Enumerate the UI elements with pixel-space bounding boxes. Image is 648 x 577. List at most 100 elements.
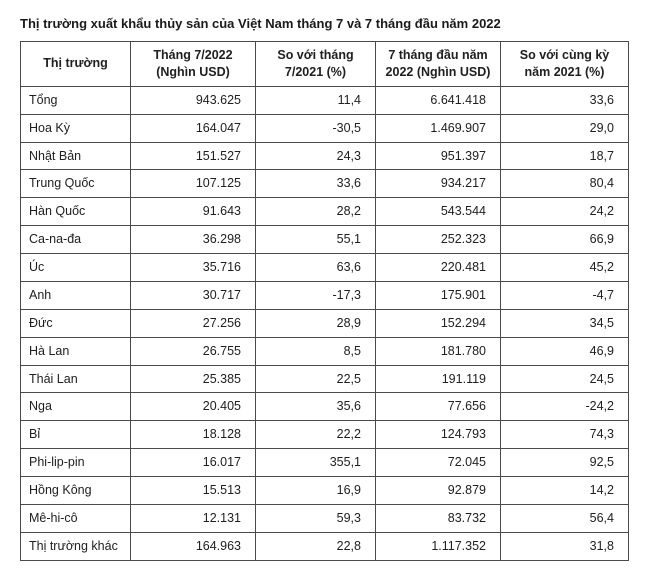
cell-jul-usd: 27.256 (131, 309, 256, 337)
cell-jul-usd: 15.513 (131, 477, 256, 505)
cell-ytd-usd: 1.117.352 (376, 532, 501, 560)
cell-jul-pct: 355,1 (256, 449, 376, 477)
cell-ytd-pct: 24,5 (501, 365, 629, 393)
cell-jul-pct: 35,6 (256, 393, 376, 421)
cell-ytd-pct: 46,9 (501, 337, 629, 365)
cell-jul-pct: -17,3 (256, 281, 376, 309)
table-row: Thái Lan25.38522,5191.11924,5 (21, 365, 629, 393)
cell-ytd-pct: 74,3 (501, 421, 629, 449)
cell-jul-usd: 36.298 (131, 226, 256, 254)
cell-jul-pct: 63,6 (256, 254, 376, 282)
cell-ytd-usd: 6.641.418 (376, 86, 501, 114)
cell-market: Hoa Kỳ (21, 114, 131, 142)
cell-ytd-usd: 83.732 (376, 504, 501, 532)
cell-jul-pct: 22,5 (256, 365, 376, 393)
cell-jul-pct: 59,3 (256, 504, 376, 532)
cell-market: Thị trường khác (21, 532, 131, 560)
cell-ytd-usd: 191.119 (376, 365, 501, 393)
cell-jul-usd: 164.047 (131, 114, 256, 142)
cell-jul-usd: 91.643 (131, 198, 256, 226)
col-ytd-pct: So với cùng kỳ năm 2021 (%) (501, 42, 629, 87)
cell-ytd-usd: 77.656 (376, 393, 501, 421)
col-market: Thị trường (21, 42, 131, 87)
cell-ytd-usd: 220.481 (376, 254, 501, 282)
table-row: Nga20.40535,677.656-24,2 (21, 393, 629, 421)
cell-market: Ca-na-đa (21, 226, 131, 254)
cell-market: Phi-lip-pin (21, 449, 131, 477)
cell-market: Hồng Kông (21, 477, 131, 505)
cell-jul-usd: 151.527 (131, 142, 256, 170)
cell-jul-usd: 26.755 (131, 337, 256, 365)
table-row: Phi-lip-pin16.017355,172.04592,5 (21, 449, 629, 477)
cell-ytd-pct: 66,9 (501, 226, 629, 254)
cell-jul-pct: 55,1 (256, 226, 376, 254)
cell-market: Úc (21, 254, 131, 282)
cell-jul-pct: 8,5 (256, 337, 376, 365)
cell-ytd-pct: 34,5 (501, 309, 629, 337)
table-row: Đức27.25628,9152.29434,5 (21, 309, 629, 337)
table-row: Thị trường khác164.96322,81.117.35231,8 (21, 532, 629, 560)
cell-jul-usd: 943.625 (131, 86, 256, 114)
col-jul-pct: So với tháng 7/2021 (%) (256, 42, 376, 87)
export-table: Thị trường Tháng 7/2022 (Nghìn USD) So v… (20, 41, 629, 561)
cell-ytd-usd: 92.879 (376, 477, 501, 505)
cell-jul-usd: 18.128 (131, 421, 256, 449)
cell-jul-usd: 107.125 (131, 170, 256, 198)
cell-ytd-pct: -24,2 (501, 393, 629, 421)
table-row: Anh30.717-17,3175.901-4,7 (21, 281, 629, 309)
cell-market: Mê-hi-cô (21, 504, 131, 532)
table-header-row: Thị trường Tháng 7/2022 (Nghìn USD) So v… (21, 42, 629, 87)
cell-market: Thái Lan (21, 365, 131, 393)
table-row: Ca-na-đa36.29855,1252.32366,9 (21, 226, 629, 254)
table-row: Úc35.71663,6220.48145,2 (21, 254, 629, 282)
cell-jul-usd: 35.716 (131, 254, 256, 282)
cell-ytd-pct: 33,6 (501, 86, 629, 114)
cell-ytd-pct: 18,7 (501, 142, 629, 170)
table-row: Tổng943.62511,46.641.41833,6 (21, 86, 629, 114)
cell-ytd-usd: 252.323 (376, 226, 501, 254)
cell-jul-pct: 33,6 (256, 170, 376, 198)
cell-jul-usd: 16.017 (131, 449, 256, 477)
cell-jul-pct: -30,5 (256, 114, 376, 142)
cell-ytd-usd: 181.780 (376, 337, 501, 365)
cell-ytd-usd: 543.544 (376, 198, 501, 226)
cell-ytd-pct: 31,8 (501, 532, 629, 560)
cell-market: Tổng (21, 86, 131, 114)
cell-jul-pct: 11,4 (256, 86, 376, 114)
cell-ytd-pct: 92,5 (501, 449, 629, 477)
cell-ytd-usd: 124.793 (376, 421, 501, 449)
table-row: Hà Lan26.7558,5181.78046,9 (21, 337, 629, 365)
col-ytd-usd: 7 tháng đầu năm 2022 (Nghìn USD) (376, 42, 501, 87)
cell-ytd-usd: 951.397 (376, 142, 501, 170)
cell-ytd-usd: 1.469.907 (376, 114, 501, 142)
cell-ytd-pct: 24,2 (501, 198, 629, 226)
cell-jul-usd: 12.131 (131, 504, 256, 532)
cell-jul-usd: 164.963 (131, 532, 256, 560)
cell-jul-usd: 30.717 (131, 281, 256, 309)
cell-market: Nhật Bản (21, 142, 131, 170)
cell-market: Bỉ (21, 421, 131, 449)
cell-market: Hà Lan (21, 337, 131, 365)
cell-jul-usd: 25.385 (131, 365, 256, 393)
cell-market: Nga (21, 393, 131, 421)
cell-market: Anh (21, 281, 131, 309)
cell-market: Hàn Quốc (21, 198, 131, 226)
cell-ytd-pct: -4,7 (501, 281, 629, 309)
cell-ytd-pct: 56,4 (501, 504, 629, 532)
cell-jul-pct: 28,9 (256, 309, 376, 337)
table-row: Hoa Kỳ164.047-30,51.469.90729,0 (21, 114, 629, 142)
table-row: Mê-hi-cô12.13159,383.73256,4 (21, 504, 629, 532)
cell-market: Trung Quốc (21, 170, 131, 198)
table-row: Hàn Quốc91.64328,2543.54424,2 (21, 198, 629, 226)
cell-ytd-usd: 175.901 (376, 281, 501, 309)
table-row: Bỉ18.12822,2124.79374,3 (21, 421, 629, 449)
cell-ytd-usd: 934.217 (376, 170, 501, 198)
cell-jul-usd: 20.405 (131, 393, 256, 421)
table-title: Thị trường xuất khẩu thủy sản của Việt N… (20, 16, 628, 31)
cell-market: Đức (21, 309, 131, 337)
cell-jul-pct: 22,8 (256, 532, 376, 560)
cell-ytd-usd: 152.294 (376, 309, 501, 337)
cell-jul-pct: 24,3 (256, 142, 376, 170)
col-jul-usd: Tháng 7/2022 (Nghìn USD) (131, 42, 256, 87)
cell-jul-pct: 16,9 (256, 477, 376, 505)
